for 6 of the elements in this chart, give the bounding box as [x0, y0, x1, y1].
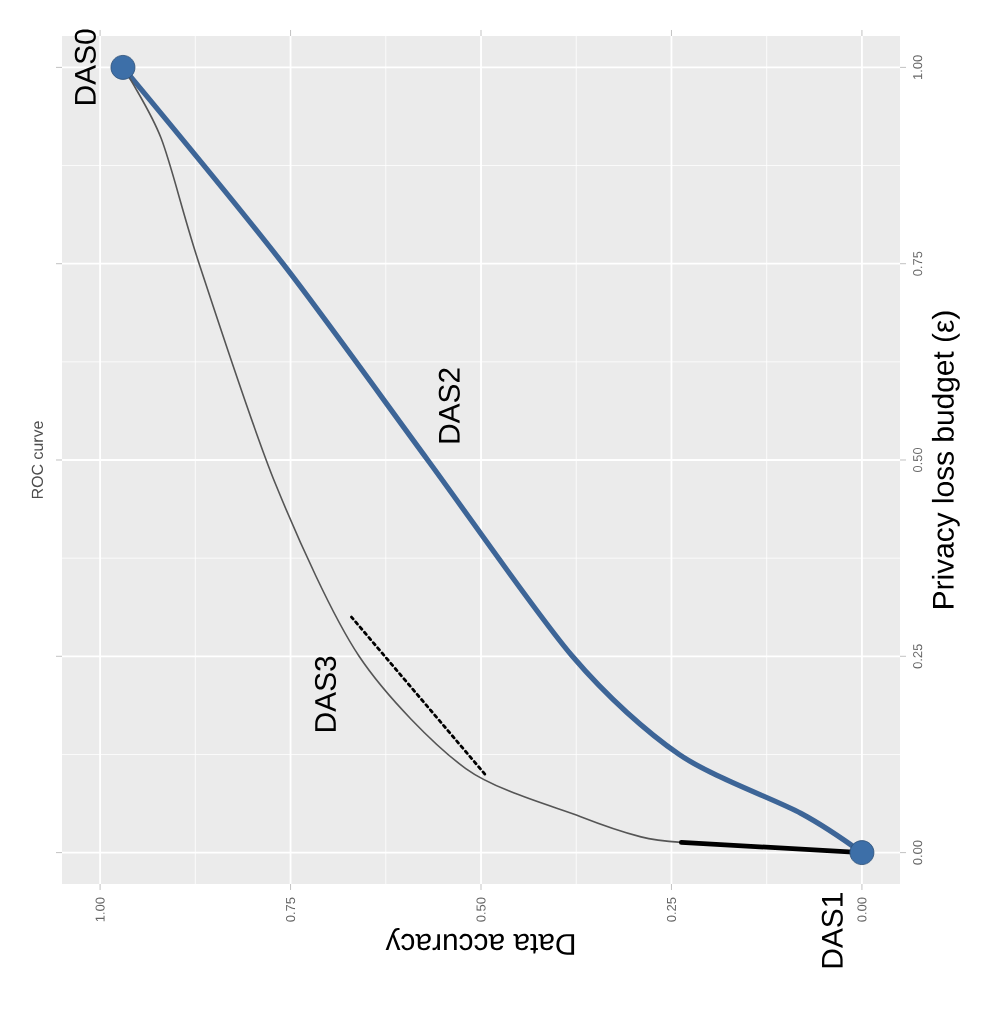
- text: DAS3: [314, 656, 337, 731]
- y-axis-title: Privacy loss budget (ε): [931, 311, 960, 608]
- text: DAS1: [821, 893, 843, 968]
- x-axis-title: Data accuracy: [385, 927, 575, 955]
- text: DAS2: [438, 368, 460, 443]
- text: DAS0: [74, 29, 96, 104]
